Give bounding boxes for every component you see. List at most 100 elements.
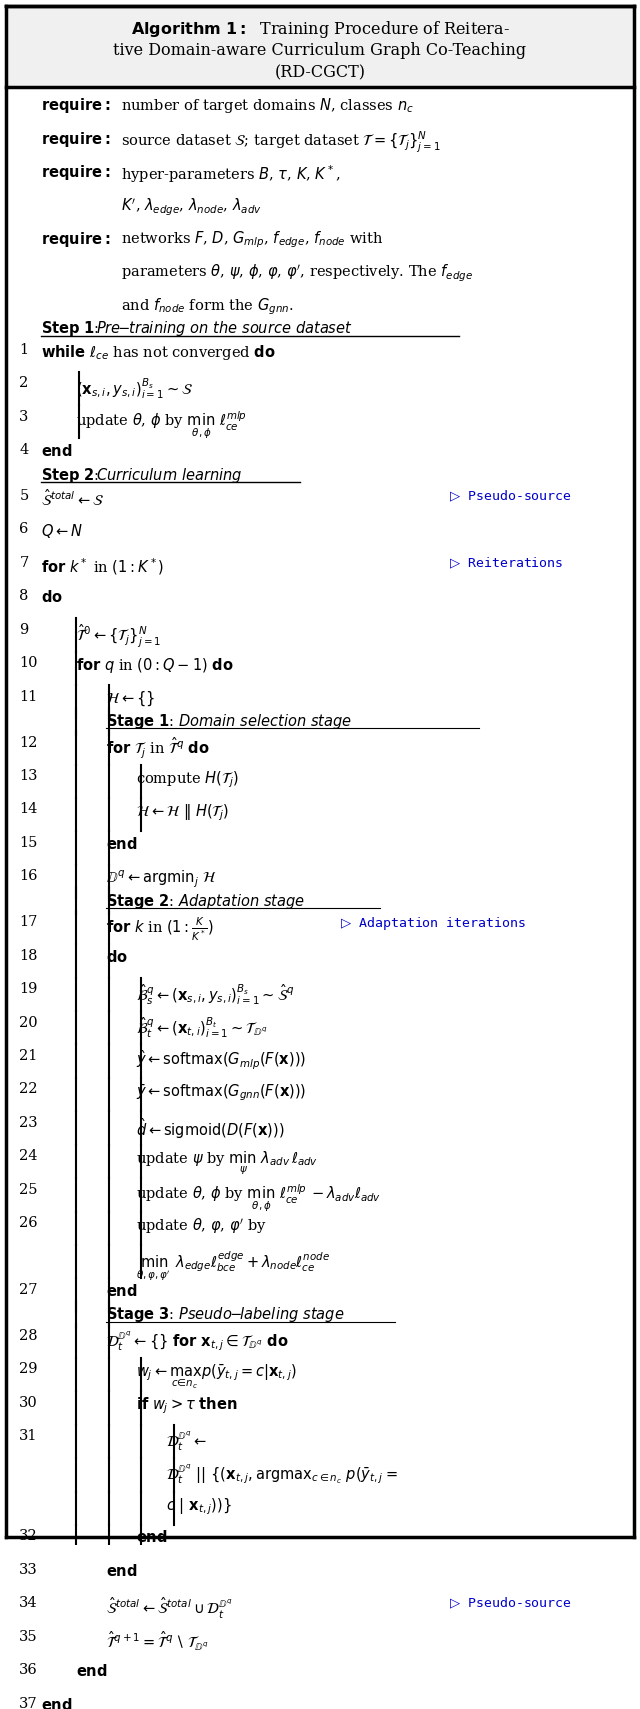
Text: $\bf{require:}$: $\bf{require:}$ [41, 231, 111, 250]
Text: 1: 1 [19, 344, 28, 357]
Text: 19: 19 [19, 983, 38, 996]
Text: 36: 36 [19, 1663, 38, 1677]
Text: 14: 14 [19, 803, 38, 817]
Text: 11: 11 [19, 689, 38, 704]
Text: 7: 7 [19, 555, 29, 569]
Text: $\bf{require:}$: $\bf{require:}$ [41, 130, 111, 149]
Text: $\bf{Stage\ 3}$: $\it{Pseudo\!\!-\!\!labeling\ stage}$: $\bf{Stage\ 3}$: $\it{Pseudo\!\!-\!\!lab… [106, 1306, 344, 1324]
Text: $\bf{end}$: $\bf{end}$ [136, 1530, 168, 1545]
Text: $\bf{Stage\ 2}$: $\it{Adaptation\ stage}$: $\bf{Stage\ 2}$: $\it{Adaptation\ stage}… [106, 892, 305, 911]
Text: $\hat{\mathcal{S}}^{total} \leftarrow \mathcal{S}$: $\hat{\mathcal{S}}^{total} \leftarrow \m… [41, 489, 104, 509]
Text: source dataset $\mathcal{S}$; target dataset $\mathcal{T} = \{\mathcal{T}_j\}_{j: source dataset $\mathcal{S}$; target dat… [121, 130, 441, 156]
Text: 10: 10 [19, 656, 38, 670]
Text: $(\mathbf{x}_{s,i}, y_{s,i})_{i=1}^{B_s} \sim \mathcal{S}$: $(\mathbf{x}_{s,i}, y_{s,i})_{i=1}^{B_s}… [76, 376, 193, 400]
Text: 20: 20 [19, 1015, 38, 1029]
Text: 34: 34 [19, 1596, 38, 1610]
Text: $\hat{y} \leftarrow \mathrm{softmax}(G_{mlp}(F(\mathbf{x})))$: $\hat{y} \leftarrow \mathrm{softmax}(G_{… [136, 1049, 306, 1073]
Text: $\hat{\mathcal{B}}_t^q \leftarrow (\mathbf{x}_{t,i})_{i=1}^{B_t} \sim \mathcal{T: $\hat{\mathcal{B}}_t^q \leftarrow (\math… [136, 1015, 268, 1041]
Text: 26: 26 [19, 1217, 38, 1230]
Text: 33: 33 [19, 1562, 38, 1577]
Text: $\bf{Algorithm\ 1:}$  Training Procedure of Reitera-: $\bf{Algorithm\ 1:}$ Training Procedure … [131, 19, 509, 41]
Text: $\mathcal{D}_t^{\mathbb{D}^q} \leftarrow \{\}$ $\bf{for}$ $\mathbf{x}_{t,j} \in : $\mathcal{D}_t^{\mathbb{D}^q} \leftarrow… [106, 1330, 289, 1352]
Text: update $\theta$, $\varphi$, $\varphi'$ by: update $\theta$, $\varphi$, $\varphi'$ b… [136, 1217, 267, 1236]
Text: 23: 23 [19, 1116, 38, 1130]
Text: $c\ |\ \mathbf{x}_{t,j}))\}$: $c\ |\ \mathbf{x}_{t,j}))\}$ [166, 1495, 231, 1516]
Text: $\bf{end}$: $\bf{end}$ [41, 1697, 73, 1709]
Text: 2: 2 [19, 376, 29, 390]
Text: update $\psi$ by $\min_\psi$ $\lambda_{adv}\ell_{adv}$: update $\psi$ by $\min_\psi$ $\lambda_{a… [136, 1148, 318, 1176]
Text: $\bf{end}$: $\bf{end}$ [106, 836, 138, 851]
Text: update $\theta$, $\phi$ by $\min_{\theta,\phi}$ $\ell_{ce}^{mlp}$: update $\theta$, $\phi$ by $\min_{\theta… [76, 410, 247, 441]
Text: 30: 30 [19, 1396, 38, 1410]
Text: 4: 4 [19, 443, 29, 456]
Text: update $\theta$, $\phi$ by $\min_{\theta,\phi}$ $\ell_{ce}^{mlp} - \lambda_{adv}: update $\theta$, $\phi$ by $\min_{\theta… [136, 1183, 381, 1215]
Text: parameters $\theta$, $\psi$, $\phi$, $\varphi$, $\varphi'$, respectively. The $f: parameters $\theta$, $\psi$, $\phi$, $\v… [121, 263, 473, 284]
Text: $\triangleright$ Reiterations: $\triangleright$ Reiterations [449, 555, 564, 571]
Text: 8: 8 [19, 590, 29, 603]
Text: $\triangleright$ Pseudo-source: $\triangleright$ Pseudo-source [449, 489, 572, 504]
Text: 9: 9 [19, 622, 29, 637]
Text: $\bf{if}$ $w_j > \tau$ $\bf{then}$: $\bf{if}$ $w_j > \tau$ $\bf{then}$ [136, 1396, 237, 1417]
Text: number of target domains $N$, classes $n_c$: number of target domains $N$, classes $n… [121, 96, 413, 115]
Text: $\bf{while}$ $\ell_{ce}$ has not converged $\bf{do}$: $\bf{while}$ $\ell_{ce}$ has not converg… [41, 344, 276, 362]
Bar [6, 5, 634, 87]
Text: $Q \leftarrow N$: $Q \leftarrow N$ [41, 523, 83, 540]
Text: $\mathcal{H} \leftarrow \{\}$: $\mathcal{H} \leftarrow \{\}$ [106, 689, 155, 708]
Text: $\bf{for}$ $q$ in $(0:Q-1)$ $\bf{do}$: $\bf{for}$ $q$ in $(0:Q-1)$ $\bf{do}$ [76, 656, 234, 675]
Text: 12: 12 [19, 735, 38, 750]
Text: 37: 37 [19, 1697, 38, 1709]
Text: $K'$, $\lambda_{edge}$, $\lambda_{node}$, $\lambda_{adv}$: $K'$, $\lambda_{edge}$, $\lambda_{node}$… [121, 197, 262, 217]
Text: $\it{Pre\!\!-\!\!training\ on\ the\ source\ dataset}$: $\it{Pre\!\!-\!\!training\ on\ the\ sour… [96, 320, 353, 338]
Text: $\bf{Step\ 1}$:: $\bf{Step\ 1}$: [41, 320, 101, 338]
Text: $\mathcal{D}_t^{\mathbb{D}^q}\ ||\ \{(\mathbf{x}_{t,j}, \mathrm{argmax}_{c \in n: $\mathcal{D}_t^{\mathbb{D}^q}\ ||\ \{(\m… [166, 1463, 397, 1487]
Text: 16: 16 [19, 870, 38, 884]
Text: $\bf{for}$ $\mathcal{T}_j$ in $\hat{\mathcal{T}}^q$ $\bf{do}$: $\bf{for}$ $\mathcal{T}_j$ in $\hat{\mat… [106, 735, 209, 761]
Text: $\hat{\mathcal{S}}^{total} \leftarrow \hat{\mathcal{S}}^{total} \cup \mathcal{D}: $\hat{\mathcal{S}}^{total} \leftarrow \h… [106, 1596, 233, 1620]
Text: $\triangleright$ Adaptation iterations: $\triangleright$ Adaptation iterations [340, 916, 526, 933]
Text: $\bf{require:}$: $\bf{require:}$ [41, 96, 111, 115]
Text: $\bf{end}$: $\bf{end}$ [106, 1283, 138, 1299]
Text: networks $F$, $D$, $G_{mlp}$, $f_{edge}$, $f_{node}$ with: networks $F$, $D$, $G_{mlp}$, $f_{edge}$… [121, 231, 383, 251]
Text: 18: 18 [19, 948, 38, 962]
Text: $\bf{end}$: $\bf{end}$ [41, 443, 73, 460]
Text: $\mathcal{H} \leftarrow \mathcal{H}\ \|\ H(\mathcal{T}_j)$: $\mathcal{H} \leftarrow \mathcal{H}\ \|\… [136, 803, 229, 824]
Text: 35: 35 [19, 1630, 38, 1644]
Text: 5: 5 [19, 489, 29, 502]
Text: $\triangleright$ Pseudo-source: $\triangleright$ Pseudo-source [449, 1596, 572, 1612]
Text: compute $H(\mathcal{T}_j)$: compute $H(\mathcal{T}_j)$ [136, 769, 239, 790]
Text: $\hat{\mathcal{T}}^{q+1} = \hat{\mathcal{T}}^q \setminus \mathcal{T}_{\mathbb{D}: $\hat{\mathcal{T}}^{q+1} = \hat{\mathcal… [106, 1630, 209, 1653]
Text: $\mathbb{D}^q \leftarrow \mathrm{argmin}_j\ \mathcal{H}$: $\mathbb{D}^q \leftarrow \mathrm{argmin}… [106, 870, 216, 890]
Text: $\bf{end}$: $\bf{end}$ [106, 1562, 138, 1579]
Text: $\min_{\theta,\varphi,\varphi'}\ \lambda_{edge}\ell_{bce}^{edge} + \lambda_{node: $\min_{\theta,\varphi,\varphi'}\ \lambda… [136, 1249, 330, 1283]
Text: $\bf{for}$ $k$ in $(1:\frac{K}{K^*})$: $\bf{for}$ $k$ in $(1:\frac{K}{K^*})$ [106, 916, 214, 943]
Text: (RD-CGCT): (RD-CGCT) [275, 65, 365, 82]
Text: 28: 28 [19, 1330, 38, 1343]
Text: 15: 15 [19, 836, 38, 849]
Text: 13: 13 [19, 769, 38, 783]
Text: $\bf{require:}$: $\bf{require:}$ [41, 162, 111, 183]
Text: 25: 25 [19, 1183, 38, 1196]
Text: $\mathcal{D}_t^{\mathbb{D}^q} \leftarrow$: $\mathcal{D}_t^{\mathbb{D}^q} \leftarrow… [166, 1429, 207, 1453]
Text: 3: 3 [19, 410, 29, 424]
Text: $\hat{d} \leftarrow \mathrm{sigmoid}(D(F(\mathbf{x})))$: $\hat{d} \leftarrow \mathrm{sigmoid}(D(F… [136, 1116, 285, 1140]
Text: 29: 29 [19, 1362, 38, 1376]
Text: $\bf{do}$: $\bf{do}$ [106, 948, 128, 966]
Text: $\it{Curriculum\ learning}$: $\it{Curriculum\ learning}$ [96, 465, 243, 485]
Text: 22: 22 [19, 1082, 38, 1097]
Text: $\bf{Step\ 2}$:: $\bf{Step\ 2}$: [41, 465, 101, 485]
Text: tive Domain-aware Curriculum Graph Co-Teaching: tive Domain-aware Curriculum Graph Co-Te… [113, 43, 527, 60]
Text: 32: 32 [19, 1530, 38, 1543]
Text: $\bf{Stage\ 1}$: $\it{Domain\ selection\ stage}$: $\bf{Stage\ 1}$: $\it{Domain\ selection\… [106, 713, 352, 731]
Text: 24: 24 [19, 1148, 38, 1164]
Text: 17: 17 [19, 916, 38, 930]
Text: $\bf{for}$ $k^*$ in $(1:K^*)$: $\bf{for}$ $k^*$ in $(1:K^*)$ [41, 555, 164, 576]
Text: 31: 31 [19, 1429, 38, 1442]
Text: hyper-parameters $B$, $\tau$, $K$, $K^*$,: hyper-parameters $B$, $\tau$, $K$, $K^*$… [121, 162, 340, 185]
Text: $\hat{\mathcal{T}}^0 \leftarrow \{\mathcal{T}_j\}_{j=1}^{N}$: $\hat{\mathcal{T}}^0 \leftarrow \{\mathc… [76, 622, 161, 649]
Text: $\bf{end}$: $\bf{end}$ [76, 1663, 108, 1680]
Text: 27: 27 [19, 1283, 38, 1297]
Text: $\bf{do}$: $\bf{do}$ [41, 590, 63, 605]
Text: 21: 21 [19, 1049, 38, 1063]
Text: $w_j \leftarrow \max_{c \in n_c} p(\bar{y}_{t,j} = c | \mathbf{x}_{t,j})$: $w_j \leftarrow \max_{c \in n_c} p(\bar{… [136, 1362, 297, 1391]
Text: $\bar{y} \leftarrow \mathrm{softmax}(G_{gnn}(F(\mathbf{x})))$: $\bar{y} \leftarrow \mathrm{softmax}(G_{… [136, 1082, 306, 1102]
